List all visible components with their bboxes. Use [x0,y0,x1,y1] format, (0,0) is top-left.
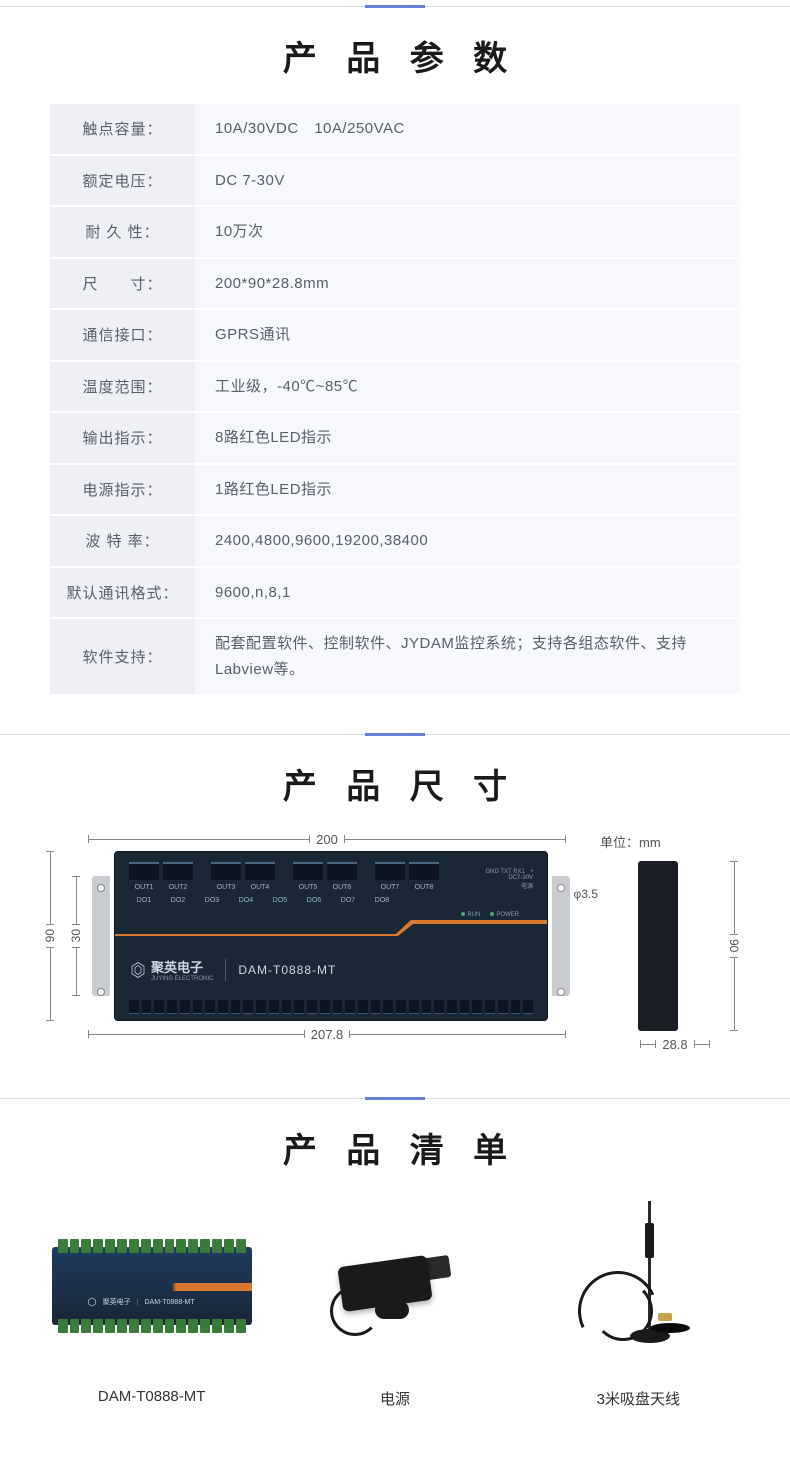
table-row: 波 特 率：2400,4800,9600,19200,38400 [50,516,740,566]
product-list-section: 聚英电子|DAM-T0888-MT DAM-T0888-MT 电源 3米吸盘天线 [0,1196,790,1449]
table-row: 尺 寸：200*90*28.8mm [50,259,740,309]
spec-label: 温度范围： [50,362,195,412]
device-front-view: OUT1 OUT2 OUT3 OUT4 OUT5 OUT6 OUT7 OUT8 GND TXT… [114,851,548,1021]
list-item: 电源 [283,1196,506,1409]
mount-bracket-right [552,876,570,996]
do-label: DO4 [231,897,261,904]
output-label: OUT7 [375,884,405,891]
spec-value: 1路红色LED指示 [195,465,740,515]
do-label: DO3 [197,897,227,904]
power-adapter-icon [320,1231,470,1341]
output-label: OUT6 [327,884,357,891]
antenna-icon [578,1201,698,1371]
table-row: 触点容量：10A/30VDC 10A/250VAC [50,104,740,154]
output-label: OUT2 [163,884,193,891]
list-title: 产 品 清 单 [0,1099,790,1196]
spec-value: 10万次 [195,207,740,257]
output-label: OUT1 [129,884,159,891]
device-icon: 聚英电子|DAM-T0888-MT [52,1247,252,1325]
dim-depth: 28.8 [656,1037,693,1052]
do-label: DO5 [265,897,295,904]
spec-label: 通信接口： [50,310,195,360]
status-leds: RUN POWER [461,912,519,918]
spec-label: 输出指示： [50,413,195,463]
brand-row: 聚英电子 JUYING ELECTRONIC DAM-T0888-MT [129,957,533,982]
section-divider [0,1098,790,1099]
power-terminal-labels: GND TXT RX1 • DC7-30V 电源 [485,866,533,890]
table-row: 额定电压：DC 7-30V [50,156,740,206]
spec-value: 200*90*28.8mm [195,259,740,309]
spec-value: 8路红色LED指示 [195,413,740,463]
spec-value: 9600,n,8,1 [195,568,740,618]
dim-width-outer: 207.8 [305,1027,350,1042]
spec-value: GPRS通讯 [195,310,740,360]
model-number: DAM-T0888-MT [238,963,336,977]
orange-accent-strip [115,918,547,936]
unit-label: 单位：mm [600,832,750,851]
product-name: 电源 [283,1388,506,1409]
spec-label: 耐 久 性： [50,207,195,257]
list-item: 聚英电子|DAM-T0888-MT DAM-T0888-MT [40,1196,263,1409]
output-label: OUT4 [245,884,275,891]
front-view-diagram: 200 90 30 [40,832,570,1046]
spec-label: 电源指示： [50,465,195,515]
spec-value: 10A/30VDC 10A/250VAC [195,104,740,154]
spec-label: 额定电压： [50,156,195,206]
table-row: 耐 久 性：10万次 [50,207,740,257]
table-row: 默认通讯格式：9600,n,8,1 [50,568,740,618]
specs-table: 触点容量：10A/30VDC 10A/250VAC额定电压：DC 7-30V耐 … [50,104,740,694]
table-row: 输出指示：8路红色LED指示 [50,413,740,463]
dimensions-section: 200 90 30 [0,832,790,1092]
spec-label: 尺 寸： [50,259,195,309]
spec-value: 2400,4800,9600,19200,38400 [195,516,740,566]
output-label: OUT8 [409,884,439,891]
spec-value: 工业级，-40℃~85℃ [195,362,740,412]
product-name: DAM-T0888-MT [40,1388,263,1405]
table-row: 温度范围：工业级，-40℃~85℃ [50,362,740,412]
dim-height-outer: 90 [43,925,57,946]
device-side-view [638,861,678,1031]
output-label: OUT3 [211,884,241,891]
side-view-diagram: 单位：mm 90 28.8 [600,832,750,1052]
dim-side-height: 90 [727,935,741,956]
spec-label: 软件支持： [50,619,195,694]
dim-width-inner: 200 [310,832,344,847]
spec-label: 波 特 率： [50,516,195,566]
table-row: 通信接口：GPRS通讯 [50,310,740,360]
do-label: DO1 [129,897,159,904]
brand-logo: 聚英电子 JUYING ELECTRONIC [129,957,213,982]
do-label: DO2 [163,897,193,904]
spec-value: 配套配置软件、控制软件、JYDAM监控系统；支持各组态软件、支持Labview等… [195,619,740,694]
do-label: DO6 [299,897,329,904]
specs-title: 产 品 参 数 [0,7,790,104]
do-label: DO8 [367,897,397,904]
spec-label: 触点容量： [50,104,195,154]
mount-bracket-left [92,876,110,996]
dimensions-title: 产 品 尺 寸 [0,735,790,832]
do-label: DO7 [333,897,363,904]
hole-diameter-label: φ3.5 [574,887,598,901]
product-name: 3米吸盘天线 [527,1388,750,1409]
bottom-terminals [129,1000,533,1014]
dim-height-inner: 30 [69,925,83,946]
section-divider [0,734,790,735]
list-item: 3米吸盘天线 [527,1196,750,1409]
table-row: 软件支持：配套配置软件、控制软件、JYDAM监控系统；支持各组态软件、支持Lab… [50,619,740,694]
output-label: OUT5 [293,884,323,891]
spec-value: DC 7-30V [195,156,740,206]
table-row: 电源指示：1路红色LED指示 [50,465,740,515]
section-divider [0,6,790,7]
spec-label: 默认通讯格式： [50,568,195,618]
